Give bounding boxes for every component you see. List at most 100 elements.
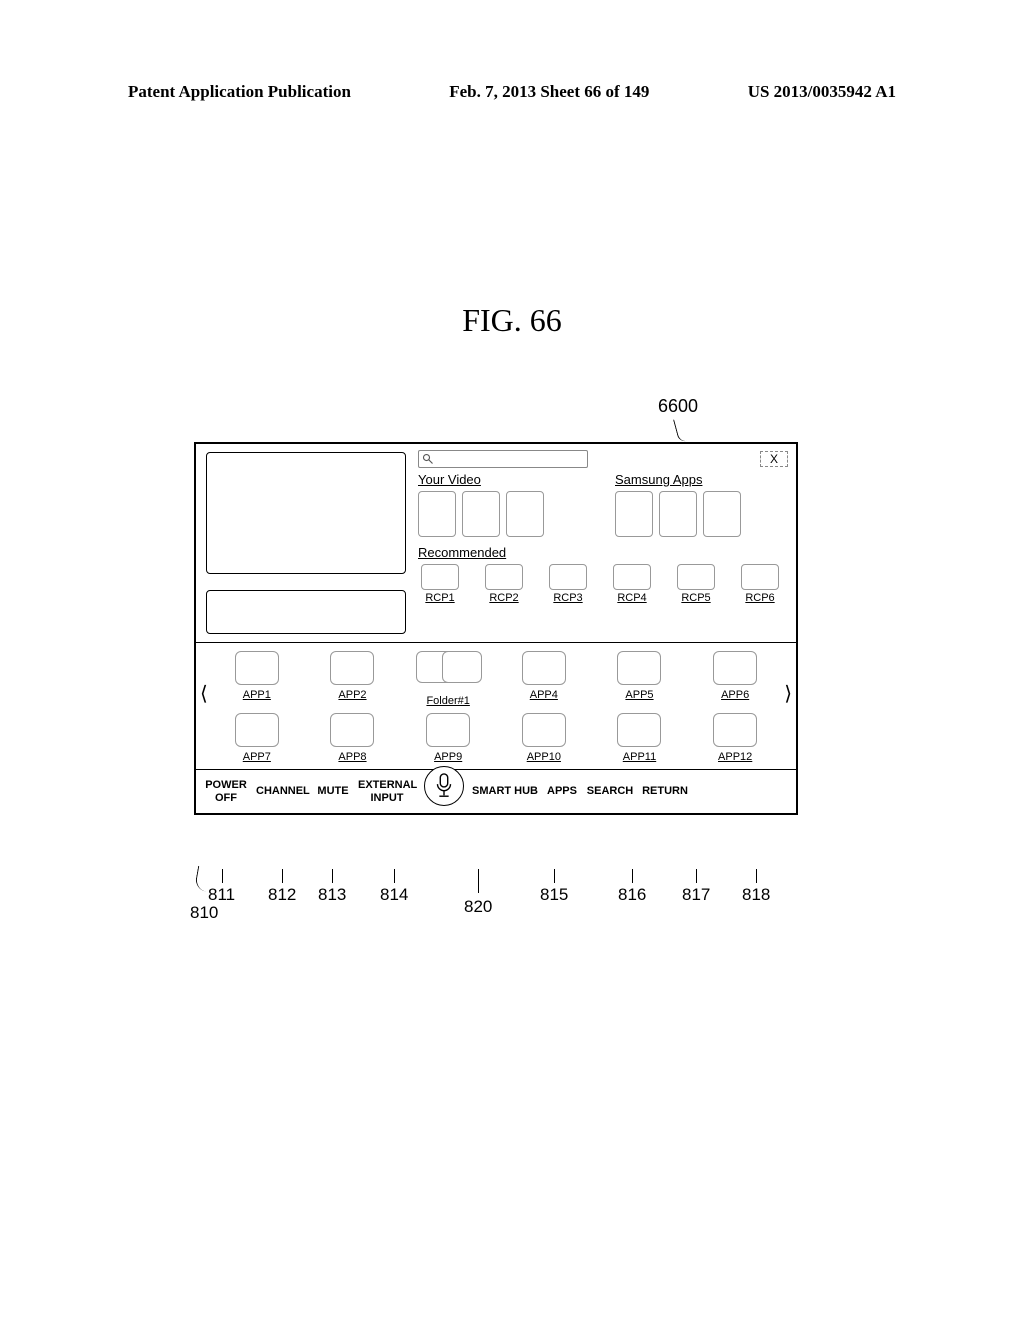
ref-818: 818	[742, 885, 770, 905]
app-thumb	[617, 651, 661, 685]
rec-label: RCP3	[553, 592, 582, 604]
patent-page-header: Patent Application Publication Feb. 7, 2…	[128, 82, 896, 102]
ref-815: 815	[540, 885, 568, 905]
app-item[interactable]: APP2	[312, 651, 394, 707]
search-button[interactable]: SEARCH	[582, 785, 638, 797]
app-grid: APP1 APP2 Folder#1 APP4 APP5	[216, 651, 776, 763]
ref-816: 816	[618, 885, 646, 905]
recommended-row: RCP1 RCP2 RCP3 RCP4 RCP5	[418, 564, 788, 604]
app-thumb	[522, 713, 566, 747]
app-label: APP6	[721, 689, 749, 701]
rec-item[interactable]: RCP1	[418, 564, 462, 604]
banner-box[interactable]	[206, 590, 406, 634]
samsung-apps-title[interactable]: Samsung Apps	[615, 472, 788, 487]
app-item[interactable]: APP7	[216, 713, 298, 763]
app-thumb[interactable]	[659, 491, 697, 537]
figure-label: FIG. 66	[0, 302, 1024, 339]
close-button[interactable]: X	[760, 451, 788, 467]
rec-label: RCP1	[425, 592, 454, 604]
app-label: APP11	[623, 751, 656, 763]
app-thumb	[330, 713, 374, 747]
channel-button[interactable]: CHANNEL	[252, 785, 312, 797]
app-label: APP7	[243, 751, 271, 763]
folder-open-icon	[416, 651, 480, 691]
ref-leader	[756, 869, 757, 883]
mute-button[interactable]: MUTE	[312, 785, 354, 797]
video-thumb[interactable]	[418, 491, 456, 537]
tv-screen: X Your Video Samsung Apps	[194, 442, 798, 815]
app-item[interactable]: APP8	[312, 713, 394, 763]
smart-hub-button[interactable]: SMART HUB	[468, 785, 542, 797]
ref-814: 814	[380, 885, 408, 905]
app-thumb	[522, 651, 566, 685]
app-folder[interactable]: Folder#1	[407, 651, 489, 707]
rec-item[interactable]: RCP3	[546, 564, 590, 604]
header-left: Patent Application Publication	[128, 82, 351, 102]
external-input-button[interactable]: EXTERNAL INPUT	[354, 779, 420, 803]
search-icon	[422, 453, 434, 465]
rec-thumb	[421, 564, 459, 590]
app-thumb	[713, 713, 757, 747]
top-right-panel: X Your Video Samsung Apps	[414, 444, 796, 642]
rec-item[interactable]: RCP5	[674, 564, 718, 604]
app-thumb	[617, 713, 661, 747]
nav-left-arrow[interactable]: ⟨	[200, 681, 208, 706]
app-item[interactable]: APP10	[503, 713, 585, 763]
video-thumb[interactable]	[506, 491, 544, 537]
rec-thumb	[677, 564, 715, 590]
app-item[interactable]: APP11	[599, 713, 681, 763]
app-thumb[interactable]	[615, 491, 653, 537]
recommended-title[interactable]: Recommended	[418, 545, 788, 560]
rec-thumb	[485, 564, 523, 590]
app-label: APP12	[718, 751, 752, 763]
ref-leader	[632, 869, 633, 883]
rec-label: RCP2	[489, 592, 518, 604]
app-item[interactable]: APP1	[216, 651, 298, 707]
your-video-title[interactable]: Your Video	[418, 472, 591, 487]
app-item[interactable]: APP9	[407, 713, 489, 763]
ref-leader	[394, 869, 395, 883]
ref-leader	[554, 869, 555, 883]
rec-label: RCP5	[681, 592, 710, 604]
power-off-button[interactable]: POWER OFF	[200, 779, 252, 803]
ref-leader	[282, 869, 283, 883]
app-item[interactable]: APP6	[694, 651, 776, 707]
ref-811: 811	[208, 885, 235, 905]
app-thumb	[713, 651, 757, 685]
top-region: X Your Video Samsung Apps	[196, 444, 796, 642]
app-item[interactable]: APP5	[599, 651, 681, 707]
video-thumb[interactable]	[462, 491, 500, 537]
ref-leader	[332, 869, 333, 883]
ref-leader	[478, 869, 479, 893]
rec-item[interactable]: RCP6	[738, 564, 782, 604]
app-thumb[interactable]	[703, 491, 741, 537]
rec-thumb	[741, 564, 779, 590]
app-label: APP10	[527, 751, 561, 763]
ref-820: 820	[464, 897, 492, 917]
nav-right-arrow[interactable]: ⟩	[784, 681, 792, 706]
ref-812: 812	[268, 885, 296, 905]
app-label: APP8	[338, 751, 366, 763]
app-label: APP4	[530, 689, 558, 701]
app-item[interactable]: APP4	[503, 651, 585, 707]
app-item[interactable]: APP12	[694, 713, 776, 763]
app-label: APP2	[338, 689, 366, 701]
rec-item[interactable]: RCP2	[482, 564, 526, 604]
close-x: X	[770, 452, 778, 466]
header-center: Feb. 7, 2013 Sheet 66 of 149	[449, 82, 649, 102]
return-button[interactable]: RETURN	[638, 785, 692, 797]
microphone-button[interactable]	[424, 766, 464, 806]
apps-button[interactable]: APPS	[542, 785, 582, 797]
app-thumb	[426, 713, 470, 747]
ref-6600: 6600	[658, 396, 698, 417]
rec-item[interactable]: RCP4	[610, 564, 654, 604]
apps-region: ⟨ ⟩ APP1 APP2 Folder#1 APP4	[196, 643, 796, 769]
your-video-section: Your Video	[418, 472, 591, 537]
app-label: APP1	[243, 689, 271, 701]
video-preview[interactable]	[206, 452, 406, 574]
app-label: APP9	[434, 751, 462, 763]
samsung-apps-section: Samsung Apps	[615, 472, 788, 537]
ref-leader	[222, 869, 223, 883]
search-input[interactable]	[418, 450, 588, 468]
app-thumb	[330, 651, 374, 685]
